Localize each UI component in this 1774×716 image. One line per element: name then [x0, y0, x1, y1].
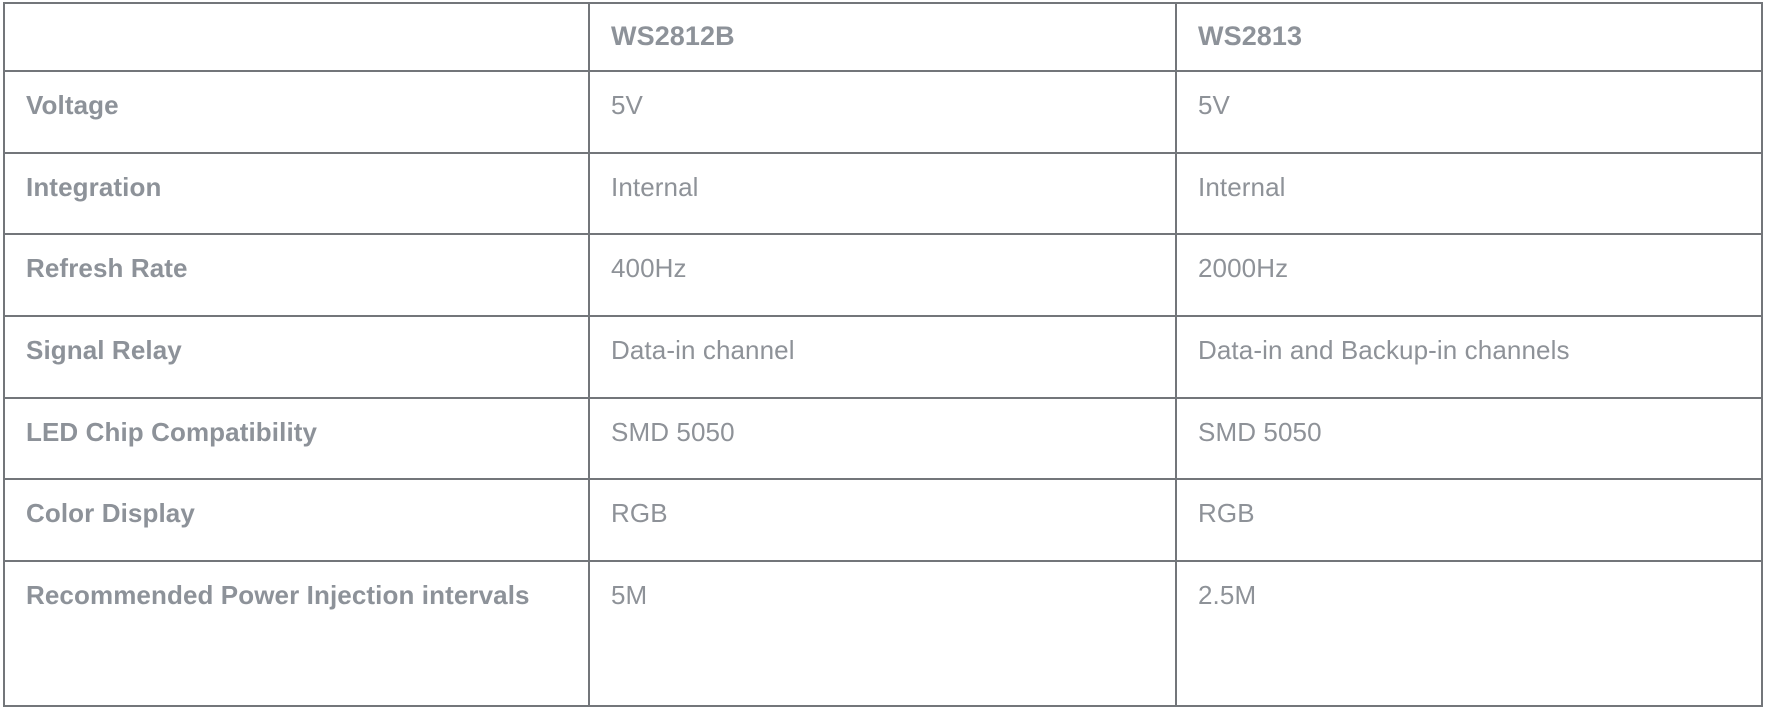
row-ws2813-cell: 5V — [1175, 70, 1763, 154]
header-ws2813-label: WS2813 — [1198, 21, 1303, 51]
header-feature-label — [26, 20, 566, 21]
row-ws2812b-value: 5M — [611, 579, 648, 610]
row-ws2813-cell: Internal — [1175, 151, 1763, 236]
row-ws2813-cell: 2000Hz — [1175, 233, 1763, 317]
header-cell-ws2812b: WS2812B — [588, 2, 1177, 72]
row-feature-cell: Voltage — [3, 70, 590, 154]
table-row: Recommended Power Injection intervals 5M… — [3, 559, 1763, 708]
table-row: Integration Internal Internal — [3, 151, 1763, 236]
table-row: Signal Relay Data-in channel Data-in and… — [3, 314, 1763, 399]
row-ws2813-value: RGB — [1198, 498, 1255, 529]
table-row: Color Display RGB RGB — [3, 478, 1763, 562]
table-row: Voltage 5V 5V — [3, 70, 1763, 154]
row-ws2812b-value: Data-in channel — [611, 334, 795, 365]
row-ws2812b-value: SMD 5050 — [611, 416, 735, 447]
row-ws2813-cell: Data-in and Backup-in channels — [1175, 314, 1763, 399]
row-feature-cell: LED Chip Compatibility — [3, 396, 590, 481]
header-cell-feature — [3, 2, 590, 72]
row-ws2812b-value: 400Hz — [611, 253, 687, 284]
row-feature-label: Color Display — [26, 498, 195, 529]
row-feature-label: Recommended Power Injection intervals — [26, 579, 530, 610]
row-ws2812b-cell: Data-in channel — [588, 314, 1177, 399]
row-ws2813-value: 2000Hz — [1198, 253, 1289, 284]
led-spec-comparison-table: WS2812B WS2813 Voltage 5V 5V — [3, 2, 1763, 708]
row-ws2813-value: 2.5M — [1198, 579, 1257, 610]
row-ws2812b-cell: 400Hz — [588, 233, 1177, 317]
row-feature-label: Refresh Rate — [26, 253, 188, 284]
table-row: Refresh Rate 400Hz 2000Hz — [3, 233, 1763, 317]
row-ws2812b-value: RGB — [611, 498, 668, 529]
row-ws2812b-cell: 5V — [588, 70, 1177, 154]
row-ws2813-value: SMD 5050 — [1198, 416, 1322, 447]
row-ws2812b-cell: SMD 5050 — [588, 396, 1177, 481]
row-feature-cell: Integration — [3, 151, 590, 236]
header-cell-ws2813: WS2813 — [1175, 2, 1763, 72]
row-feature-label: LED Chip Compatibility — [26, 416, 318, 447]
row-ws2813-cell: 2.5M — [1175, 559, 1763, 708]
row-feature-label: Voltage — [26, 90, 119, 120]
row-feature-cell: Color Display — [3, 478, 590, 562]
row-ws2812b-cell: RGB — [588, 478, 1177, 562]
table-row: LED Chip Compatibility SMD 5050 SMD 5050 — [3, 396, 1763, 481]
row-ws2812b-value: 5V — [611, 90, 644, 120]
row-feature-cell: Recommended Power Injection intervals — [3, 559, 590, 708]
table-header-row: WS2812B WS2813 — [3, 2, 1763, 72]
row-ws2812b-value: Internal — [611, 171, 699, 202]
row-ws2813-cell: RGB — [1175, 478, 1763, 562]
row-feature-cell: Signal Relay — [3, 314, 590, 399]
row-ws2812b-cell: 5M — [588, 559, 1177, 708]
row-ws2813-value: Internal — [1198, 171, 1286, 202]
row-feature-cell: Refresh Rate — [3, 233, 590, 317]
row-feature-label: Integration — [26, 171, 162, 202]
header-ws2812b-label: WS2812B — [611, 21, 735, 51]
comparison-table-container: WS2812B WS2813 Voltage 5V 5V — [3, 2, 1763, 708]
row-feature-label: Signal Relay — [26, 334, 182, 365]
row-ws2812b-cell: Internal — [588, 151, 1177, 236]
row-ws2813-value: Data-in and Backup-in channels — [1198, 334, 1570, 365]
row-ws2813-cell: SMD 5050 — [1175, 396, 1763, 481]
row-ws2813-value: 5V — [1198, 90, 1231, 120]
